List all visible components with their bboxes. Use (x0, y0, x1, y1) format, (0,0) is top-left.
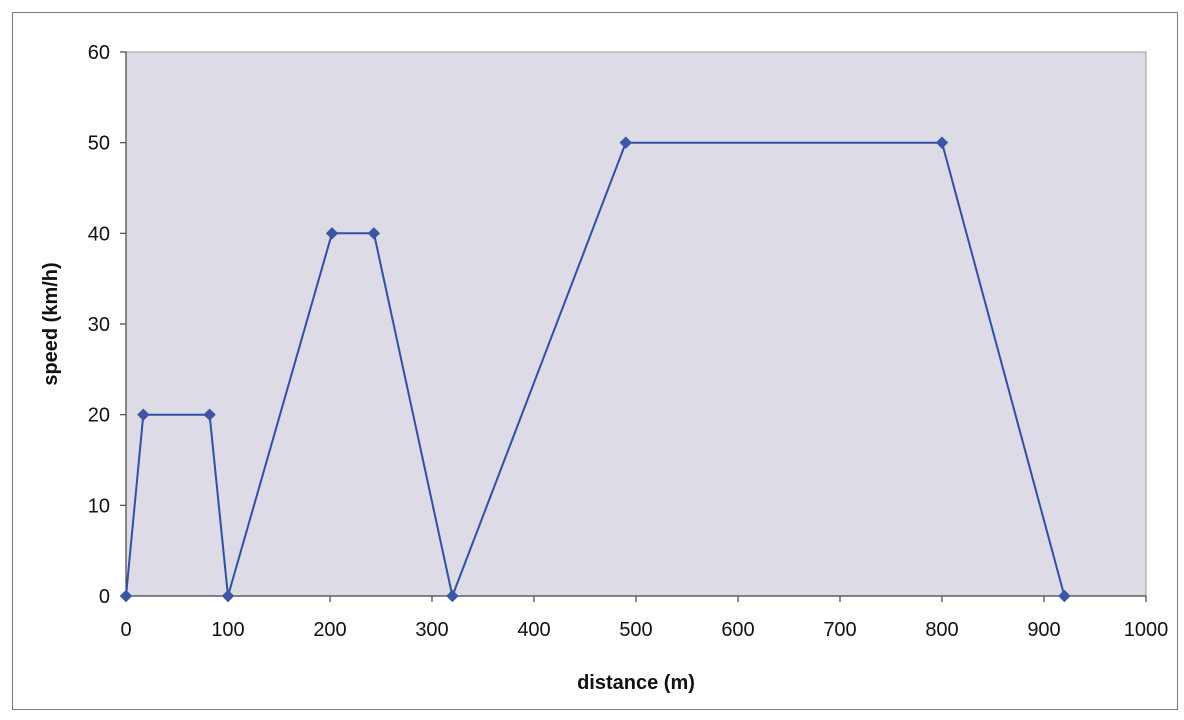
data-point-marker (119, 589, 133, 603)
series-line (125, 141, 1066, 597)
x-tick-label: 100 (211, 619, 244, 641)
data-point-marker (1058, 589, 1071, 603)
y-tick-label: 0 (99, 586, 110, 608)
x-axis-title: distance (m) (577, 672, 695, 694)
x-tick-label: 900 (1027, 619, 1060, 641)
data-point-marker (367, 227, 381, 240)
data-point-marker (137, 408, 150, 421)
data-point-marker (325, 227, 339, 240)
x-tick-label: 800 (925, 619, 958, 641)
x-tick-label: 500 (619, 619, 652, 641)
x-tick-label: 200 (313, 619, 346, 641)
y-tick-label: 10 (88, 495, 110, 517)
data-point-marker (203, 408, 216, 421)
data-point-marker (221, 589, 235, 603)
y-tick-label: 50 (88, 133, 110, 155)
y-tick-label: 30 (88, 314, 110, 336)
data-point-marker (619, 136, 633, 149)
x-tick-label: 300 (415, 619, 448, 641)
x-tick-label: 600 (721, 619, 754, 641)
x-tick-label: 1000 (1124, 619, 1169, 641)
y-tick-label: 60 (88, 42, 110, 64)
plot-area (125, 51, 1147, 597)
series-layer (119, 136, 1071, 603)
x-tick-label: 0 (120, 619, 131, 641)
y-axis: 0 10 20 30 40 50 60 (88, 42, 127, 608)
x-tick-label: 400 (517, 619, 550, 641)
data-point-marker (446, 589, 459, 603)
x-axis: 0 100 200 300 400 500 600 700 800 900 1000 (120, 595, 1169, 641)
y-tick-label: 40 (88, 223, 110, 245)
data-point-marker (935, 136, 949, 149)
y-tick-label: 20 (88, 405, 110, 427)
y-axis-title: speed (km/h) (40, 262, 62, 385)
x-tick-label: 700 (823, 619, 856, 641)
